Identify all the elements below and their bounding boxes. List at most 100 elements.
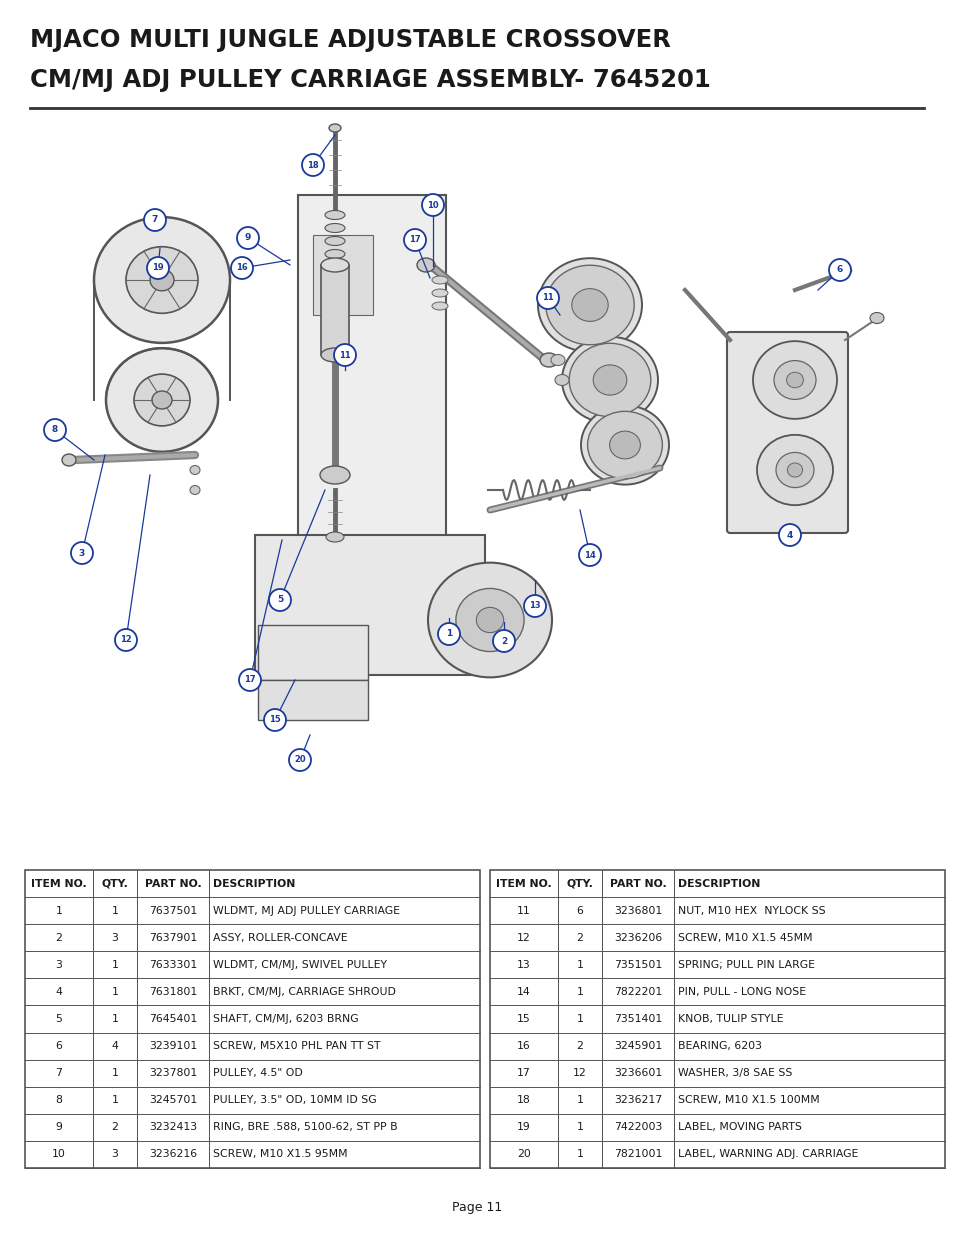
Text: 7645401: 7645401 [149,1014,197,1024]
Text: QTY.: QTY. [101,878,129,888]
Bar [490,869,944,1168]
Text: 9: 9 [55,1123,62,1132]
Ellipse shape [786,372,802,388]
Text: 20: 20 [294,756,306,764]
Text: 7: 7 [152,215,158,225]
Bar [254,535,484,676]
Text: 19: 19 [152,263,164,273]
Ellipse shape [456,588,523,652]
Text: 4: 4 [55,987,62,997]
Ellipse shape [786,463,801,477]
Text: 14: 14 [517,987,530,997]
Bar [25,869,479,1168]
Text: 3236216: 3236216 [149,1150,197,1160]
Text: Page 11: Page 11 [452,1200,501,1214]
Circle shape [302,154,324,177]
Text: 6: 6 [55,1041,62,1051]
Text: 2: 2 [500,636,507,646]
Text: 6: 6 [576,905,583,915]
Ellipse shape [869,312,883,324]
Text: 3236801: 3236801 [613,905,661,915]
Text: 1: 1 [445,630,452,638]
Ellipse shape [326,532,344,542]
Text: 3236206: 3236206 [613,932,661,942]
Text: 2: 2 [112,1123,118,1132]
Circle shape [144,209,166,231]
Text: 19: 19 [517,1123,530,1132]
Ellipse shape [757,435,832,505]
Text: 18: 18 [517,1095,530,1105]
Text: 1: 1 [112,960,118,969]
Circle shape [71,542,92,564]
Text: 3236217: 3236217 [614,1095,661,1105]
Text: 12: 12 [573,1068,586,1078]
Ellipse shape [561,337,658,424]
Text: 1: 1 [576,987,583,997]
Text: 1: 1 [112,987,118,997]
Text: 1: 1 [112,1095,118,1105]
Ellipse shape [428,563,552,677]
Bar [257,625,368,680]
Ellipse shape [106,348,218,452]
Ellipse shape [190,485,200,494]
Text: 11: 11 [517,905,530,915]
Circle shape [334,345,355,366]
Text: 11: 11 [338,351,351,359]
Text: PULLEY, 3.5" OD, 10MM ID SG: PULLEY, 3.5" OD, 10MM ID SG [213,1095,376,1105]
Text: 3237801: 3237801 [149,1068,197,1078]
Ellipse shape [587,411,661,479]
Ellipse shape [325,224,345,232]
Ellipse shape [320,348,349,362]
Text: LABEL, MOVING PARTS: LABEL, MOVING PARTS [678,1123,801,1132]
Text: 3245701: 3245701 [149,1095,197,1105]
Text: 7637901: 7637901 [149,932,197,942]
Text: WLDMT, CM/MJ, SWIVEL PULLEY: WLDMT, CM/MJ, SWIVEL PULLEY [213,960,387,969]
Ellipse shape [325,210,345,220]
Text: LABEL, WARNING ADJ. CARRIAGE: LABEL, WARNING ADJ. CARRIAGE [678,1150,858,1160]
Ellipse shape [555,374,568,385]
Ellipse shape [609,431,639,459]
Text: 7422003: 7422003 [613,1123,661,1132]
Circle shape [239,669,261,692]
Text: 16: 16 [517,1041,530,1051]
Ellipse shape [571,289,608,321]
Circle shape [231,257,253,279]
Text: 7821001: 7821001 [613,1150,661,1160]
Text: 6: 6 [836,266,842,274]
Text: 5: 5 [55,1014,62,1024]
Text: 17: 17 [244,676,255,684]
Text: 7631801: 7631801 [149,987,197,997]
Ellipse shape [545,266,634,345]
Ellipse shape [152,391,172,409]
Circle shape [523,595,545,618]
Text: BRKT, CM/MJ, CARRIAGE SHROUD: BRKT, CM/MJ, CARRIAGE SHROUD [213,987,395,997]
Text: 17: 17 [409,236,420,245]
Circle shape [493,630,515,652]
Circle shape [264,709,286,731]
Text: 10: 10 [427,200,438,210]
Text: 1: 1 [576,960,583,969]
Circle shape [44,419,66,441]
Ellipse shape [325,236,345,246]
Text: 7822201: 7822201 [613,987,661,997]
Text: WLDMT, MJ ADJ PULLEY CARRIAGE: WLDMT, MJ ADJ PULLEY CARRIAGE [213,905,399,915]
Ellipse shape [569,343,650,416]
Circle shape [115,629,137,651]
Circle shape [437,622,459,645]
Text: 10: 10 [52,1150,66,1160]
Text: 3239101: 3239101 [149,1041,197,1051]
Text: 14: 14 [583,551,596,559]
Ellipse shape [133,374,190,426]
Circle shape [828,259,850,282]
Circle shape [236,227,258,249]
Ellipse shape [325,249,345,258]
Text: PIN, PULL - LONG NOSE: PIN, PULL - LONG NOSE [678,987,805,997]
Text: QTY.: QTY. [566,878,593,888]
Ellipse shape [432,303,448,310]
Text: SCREW, M10 X1.5 45MM: SCREW, M10 X1.5 45MM [678,932,812,942]
Text: 7633301: 7633301 [149,960,197,969]
Text: 3232413: 3232413 [149,1123,197,1132]
Text: KNOB, TULIP STYLE: KNOB, TULIP STYLE [678,1014,782,1024]
Text: 13: 13 [529,601,540,610]
Ellipse shape [432,275,448,284]
